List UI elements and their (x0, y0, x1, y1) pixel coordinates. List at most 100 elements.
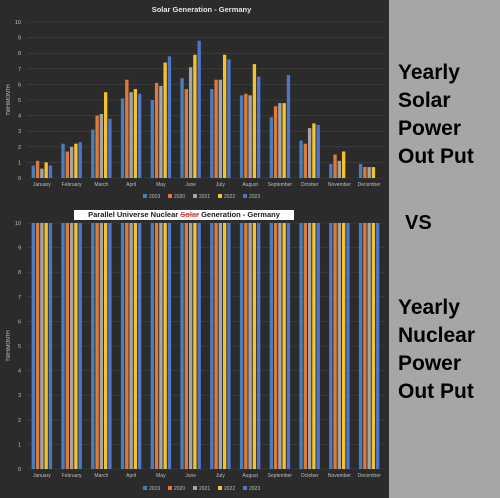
bar (346, 223, 350, 469)
y-tick-label: 5 (18, 344, 21, 350)
y-tick-label: 1 (18, 442, 21, 448)
legend-swatch (218, 486, 222, 490)
bar (74, 143, 78, 178)
y-tick-label: 7 (18, 67, 21, 73)
bar (303, 223, 308, 469)
bar (269, 117, 273, 178)
category-label: June (185, 182, 196, 188)
bar (138, 223, 142, 469)
bar (103, 223, 108, 469)
title-part: Parallel Universe Nuclear (88, 210, 180, 219)
y-tick-label: 1 (18, 160, 21, 166)
bar (252, 64, 257, 178)
y-tick-label: 3 (18, 393, 21, 399)
legend-label: 2021 (199, 194, 210, 200)
bar (188, 67, 193, 178)
bar (239, 223, 244, 469)
category-label: March (94, 182, 108, 188)
bar (299, 223, 303, 469)
bar (303, 143, 308, 178)
bar (248, 223, 252, 469)
category-label: December (358, 182, 381, 188)
bar (376, 223, 380, 469)
y-tick-label: 8 (18, 270, 21, 276)
bar (133, 223, 138, 469)
category-label: August (242, 182, 258, 188)
bar (252, 223, 257, 469)
bar (31, 223, 35, 469)
y-tick-label: 0 (18, 176, 21, 182)
legend-swatch (143, 194, 147, 198)
bar (125, 223, 129, 469)
category-label: January (33, 473, 51, 479)
bar (35, 223, 40, 469)
bar (337, 160, 342, 178)
nuclear-chart: 0 1 2 3 4 5 6 7 8 9 10 TWH/MONTH January February Marc… (6, 210, 384, 492)
bar (129, 92, 133, 178)
bar (163, 62, 167, 178)
category-label: April (126, 182, 136, 188)
bar (244, 223, 248, 469)
bar (363, 167, 367, 178)
bar (103, 92, 108, 178)
y-tick-label: 2 (18, 145, 21, 151)
bar (95, 223, 99, 469)
bar (167, 223, 172, 469)
bar (78, 223, 82, 469)
bar (69, 223, 74, 469)
y-tick-label: 4 (18, 114, 21, 120)
y-tick-label: 6 (18, 319, 21, 325)
bar (99, 114, 104, 178)
y-tick-label: 4 (18, 369, 21, 375)
bar (44, 223, 48, 469)
category-label: October (301, 182, 319, 188)
solar-caption-line: Solar (398, 89, 451, 112)
title-part: Generation - Germany (199, 210, 281, 219)
bar (227, 59, 231, 178)
category-label: July (216, 182, 225, 188)
category-label: June (185, 473, 196, 479)
bar (48, 165, 53, 178)
bar (138, 93, 142, 178)
bar (48, 223, 53, 469)
y-tick-label: 8 (18, 51, 21, 57)
bar (218, 79, 223, 178)
bar (150, 223, 154, 469)
category-label: May (156, 182, 166, 188)
y-tick-label: 7 (18, 295, 21, 301)
vs-label: VS (405, 212, 432, 234)
bar (358, 163, 363, 178)
solar-caption-line: Out Put (398, 145, 474, 168)
bar (269, 223, 273, 469)
bar (91, 223, 95, 469)
bar (282, 223, 286, 469)
y-tick-label: 2 (18, 418, 21, 424)
bar (214, 79, 218, 178)
bar (316, 223, 320, 469)
bar (363, 223, 367, 469)
solar-caption-line: Yearly (398, 61, 460, 84)
bar (210, 223, 214, 469)
legend-swatch (193, 194, 197, 198)
bar (193, 223, 197, 469)
legend-swatch (243, 486, 247, 490)
category-label: February (62, 182, 83, 188)
bar (367, 167, 371, 178)
bar (31, 165, 35, 178)
category-label: January (33, 182, 51, 188)
chart-title: Parallel Universe Nuclear Solar Generati… (88, 210, 281, 219)
legend-label: 2019 (149, 194, 160, 200)
bar (329, 223, 333, 469)
bar (95, 115, 99, 178)
bars-group (31, 40, 376, 178)
nuclear-caption-line: Yearly (398, 296, 460, 319)
legend-swatch (218, 194, 222, 198)
category-label: August (242, 473, 258, 479)
bar (44, 162, 48, 178)
category-label: September (268, 473, 293, 479)
bar (99, 223, 104, 469)
nuclear-caption-line: Out Put (398, 380, 474, 403)
bar (333, 223, 337, 469)
category-label: May (156, 473, 166, 479)
bar (222, 223, 227, 469)
